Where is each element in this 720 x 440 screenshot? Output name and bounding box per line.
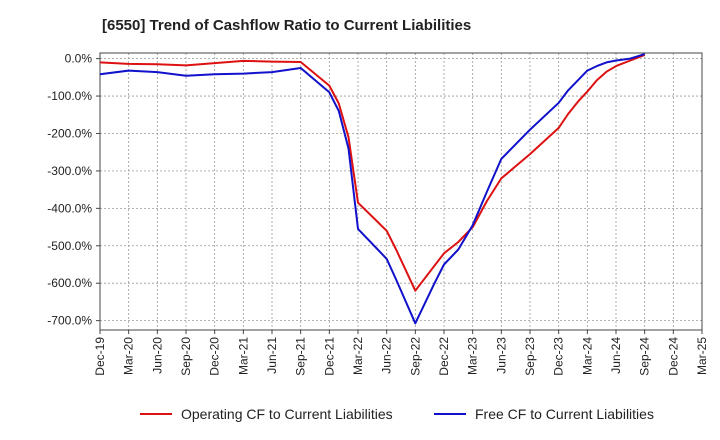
x-tick-label: Jun-23 — [494, 337, 508, 374]
series-line-free-cf — [99, 53, 645, 325]
x-tick-label: Jun-20 — [150, 337, 164, 374]
x-tick-label: Dec-23 — [552, 337, 566, 376]
x-tick-label: Dec-22 — [437, 337, 451, 376]
legend-label-operating-cf: Operating CF to Current Liabilities — [181, 406, 393, 422]
x-tick-label: Sep-20 — [179, 337, 193, 376]
x-tick-label: Sep-22 — [408, 337, 422, 376]
x-tick-label: Jun-22 — [380, 337, 394, 374]
y-tick-label: -100.0% — [47, 89, 92, 103]
x-tick-label: Mar-23 — [466, 337, 480, 375]
x-tick-label: Sep-21 — [294, 337, 308, 376]
y-tick-label: -200.0% — [47, 126, 92, 140]
x-tick-label: Mar-21 — [236, 337, 250, 375]
chart-title: [6550] Trend of Cashflow Ratio to Curren… — [102, 17, 471, 34]
x-tick-label: Jun-21 — [265, 337, 279, 374]
y-tick-label: -600.0% — [47, 276, 92, 290]
y-tick-label: -500.0% — [47, 239, 92, 253]
x-tick-label: Mar-20 — [122, 337, 136, 375]
x-tick-label: Mar-24 — [580, 337, 594, 375]
y-tick-label: -700.0% — [47, 314, 92, 328]
x-tick-label: Sep-23 — [523, 337, 537, 376]
plot-border — [99, 52, 703, 331]
y-tick-label: -400.0% — [47, 201, 92, 215]
series-line-operating-cf — [99, 53, 646, 292]
x-tick-label: Jun-24 — [609, 337, 623, 374]
x-tick-label: Dec-24 — [666, 337, 680, 376]
x-tick-label: Dec-21 — [322, 337, 336, 376]
legend: Operating CF to Current Liabilities Free… — [140, 406, 654, 422]
y-tick-label: 0.0% — [65, 52, 93, 66]
x-tick-label: Dec-19 — [93, 337, 107, 376]
legend-label-free-cf: Free CF to Current Liabilities — [475, 406, 654, 422]
x-tick-label: Sep-24 — [638, 337, 652, 376]
x-tick-label: Mar-25 — [695, 337, 709, 375]
x-tick-label: Dec-20 — [208, 337, 222, 376]
y-tick-label: -300.0% — [47, 164, 92, 178]
plot-area: 0.0% -100.0% -200.0% -300.0% -400.0% -500.0% -… — [47, 52, 709, 376]
x-tick-label: Mar-22 — [351, 337, 365, 375]
